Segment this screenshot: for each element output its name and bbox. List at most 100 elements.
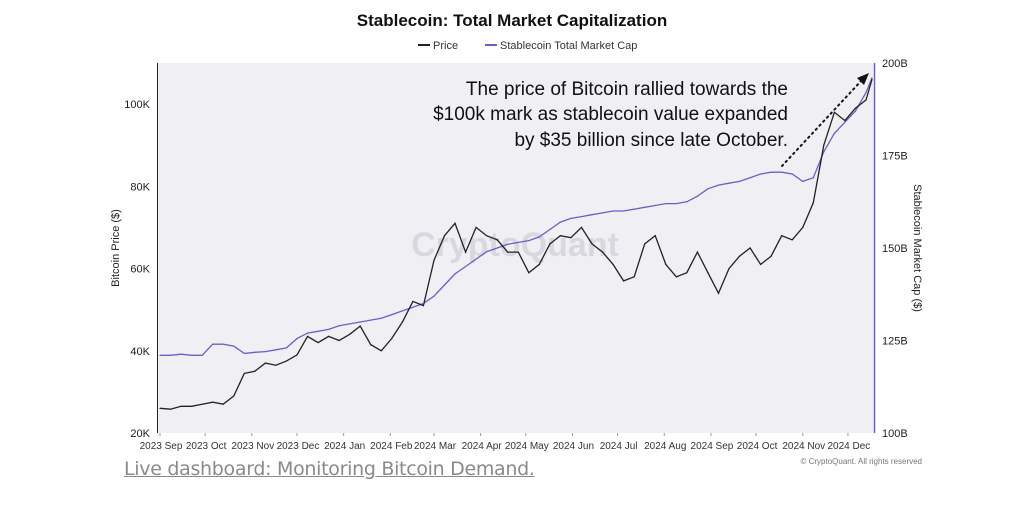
x-tick-label: 2024 Dec bbox=[828, 441, 871, 452]
stablecoin-point bbox=[770, 171, 772, 173]
price-point bbox=[433, 259, 435, 261]
stablecoin-point bbox=[696, 195, 698, 197]
price-point bbox=[422, 304, 425, 307]
price-point bbox=[317, 341, 319, 344]
price-point bbox=[180, 405, 182, 407]
stablecoin-point bbox=[517, 241, 519, 244]
price-point bbox=[865, 99, 867, 101]
price-point bbox=[296, 354, 298, 356]
price-point bbox=[243, 372, 245, 374]
right-tick-label: 100B bbox=[882, 428, 908, 440]
price-point bbox=[507, 251, 509, 253]
annotation-arrow-head bbox=[857, 73, 869, 85]
stablecoin-point bbox=[412, 306, 414, 308]
left-tick-label: 20K bbox=[130, 428, 150, 440]
left-tick-label: 80K bbox=[130, 181, 150, 193]
x-tick-label: 2023 Nov bbox=[231, 441, 274, 452]
price-point bbox=[717, 292, 720, 294]
right-tick-label: 175B bbox=[882, 151, 908, 163]
price-point bbox=[528, 272, 530, 274]
stablecoin-point bbox=[854, 110, 857, 112]
stablecoin-point bbox=[686, 201, 688, 203]
live-dashboard-link[interactable]: Live dashboard: Monitoring Bitcoin Deman… bbox=[124, 458, 535, 480]
x-tick-label: 2024 Apr bbox=[462, 441, 503, 452]
price-point bbox=[254, 370, 256, 372]
copyright: © CryptoQuant. All rights reserved bbox=[801, 457, 923, 466]
price-point bbox=[233, 395, 235, 397]
annotation-line-3: by $35 billion since late October. bbox=[514, 130, 788, 151]
stablecoin-point bbox=[802, 180, 804, 182]
price-point bbox=[559, 235, 562, 237]
stablecoin-point bbox=[191, 354, 193, 356]
x-tick-label: 2023 Sep bbox=[140, 441, 183, 452]
price-point bbox=[496, 239, 498, 241]
stablecoin-point bbox=[570, 217, 572, 219]
price-point bbox=[791, 239, 793, 241]
price-point bbox=[823, 144, 825, 146]
right-tick-label: 200B bbox=[882, 58, 908, 70]
stablecoin-point bbox=[580, 215, 583, 218]
stablecoin-point bbox=[760, 173, 762, 175]
stablecoin-point bbox=[633, 208, 635, 210]
stablecoin-point bbox=[338, 325, 340, 327]
price-point bbox=[549, 243, 551, 245]
price-point bbox=[728, 267, 730, 270]
stablecoin-point bbox=[391, 314, 393, 316]
price-point bbox=[802, 226, 804, 229]
price-point bbox=[443, 235, 446, 237]
stablecoin-point bbox=[601, 212, 604, 214]
stablecoin-point bbox=[359, 321, 361, 323]
stablecoin-point bbox=[264, 351, 266, 353]
price-point bbox=[486, 235, 488, 237]
stablecoin-point bbox=[370, 319, 372, 321]
price-point bbox=[349, 333, 351, 335]
legend: Price Stablecoin Total Market Cap bbox=[418, 40, 637, 52]
left-tick-label: 40K bbox=[130, 346, 150, 358]
x-tick-label: 2024 Jul bbox=[600, 441, 638, 452]
price-point bbox=[854, 107, 857, 109]
stablecoin-point bbox=[612, 210, 614, 212]
price-point bbox=[770, 255, 772, 257]
stablecoin-point bbox=[844, 121, 846, 123]
price-point bbox=[833, 111, 835, 113]
price-point bbox=[464, 251, 467, 253]
price-point bbox=[275, 364, 277, 366]
stablecoin-point bbox=[475, 258, 477, 260]
price-point bbox=[812, 202, 814, 204]
stablecoin-point bbox=[644, 206, 646, 208]
price-point bbox=[454, 222, 456, 224]
stablecoin-point bbox=[212, 343, 214, 345]
price-point bbox=[686, 272, 688, 274]
watermark: CryptoQuant bbox=[411, 226, 619, 264]
left-tick-label: 60K bbox=[130, 264, 150, 276]
stablecoin-point bbox=[781, 171, 783, 173]
left-tick-label: 100K bbox=[124, 99, 150, 111]
stablecoin-point bbox=[496, 247, 498, 249]
stablecoin-point bbox=[507, 243, 509, 245]
stablecoin-point bbox=[675, 203, 677, 205]
chart-title: Stablecoin: Total Market Capitalization bbox=[357, 11, 667, 30]
stablecoin-point bbox=[422, 302, 425, 305]
price-point bbox=[169, 408, 172, 410]
x-tick-label: 2024 Mar bbox=[414, 441, 457, 452]
price-point bbox=[580, 226, 583, 229]
price-point bbox=[623, 280, 625, 282]
stablecoin-point bbox=[306, 332, 309, 334]
price-point bbox=[370, 344, 372, 346]
stablecoin-point bbox=[623, 210, 625, 212]
left-axis-label: Bitcoin Price ($) bbox=[110, 209, 122, 287]
price-point bbox=[644, 243, 646, 245]
stablecoin-point bbox=[865, 92, 867, 94]
price-point bbox=[633, 276, 635, 278]
stablecoin-point bbox=[454, 273, 456, 275]
stablecoin-point bbox=[327, 328, 330, 330]
price-point bbox=[591, 243, 593, 245]
stablecoin-point bbox=[591, 214, 593, 216]
annotation: The price of Bitcoin rallied towards the… bbox=[433, 73, 869, 167]
stablecoin-point bbox=[717, 184, 720, 186]
price-point bbox=[475, 226, 477, 229]
stablecoin-point bbox=[871, 77, 873, 79]
price-point bbox=[654, 235, 656, 237]
stablecoin-point bbox=[791, 173, 793, 175]
